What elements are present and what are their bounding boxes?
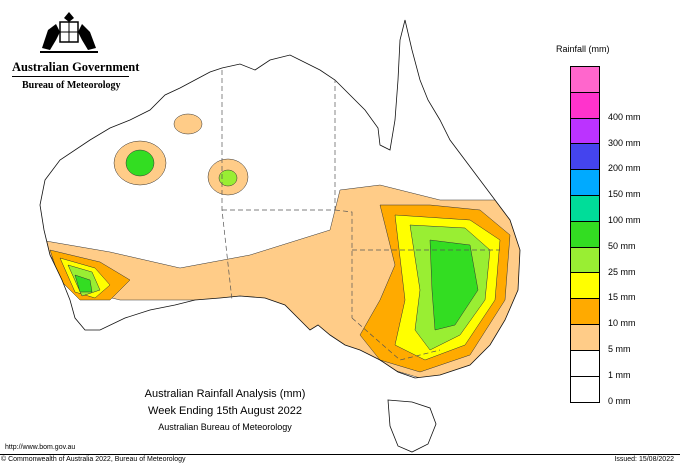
legend-swatch (571, 299, 599, 325)
legend-label: 400 mm (608, 111, 641, 122)
rain-zone-top-end (173, 113, 203, 135)
legend-swatch (571, 170, 599, 196)
legend-label: 100 mm (608, 215, 641, 225)
legend-swatches (570, 66, 600, 404)
legend-swatch (571, 376, 599, 403)
coat-of-arms-logo (40, 12, 98, 53)
legend-swatch (571, 324, 599, 351)
tasmania-coastline (387, 399, 437, 453)
issued-date: Issued: 15/08/2022 (614, 456, 674, 463)
legend-swatch (571, 92, 599, 119)
legend-swatch (571, 118, 599, 145)
legend-label: 200 mm (608, 163, 641, 174)
legend-label: 25 mm (608, 266, 636, 277)
legend-swatch (571, 67, 599, 93)
header-divider (12, 76, 129, 77)
map-source: Australian Bureau of Meteorology (158, 422, 292, 432)
footer-divider (0, 454, 680, 455)
rain-zone-25-50mm (74, 239, 479, 331)
legend-swatch (571, 195, 599, 222)
legend-swatch (571, 144, 599, 171)
map-title: Australian Rainfall Analysis (mm) (144, 388, 306, 400)
rain-zone-kimberley-core (125, 149, 155, 177)
legend-label: 10 mm (608, 318, 636, 329)
bureau-name: Bureau of Meteorology (22, 80, 121, 91)
map-period: Week Ending 15th August 2022 (148, 405, 302, 417)
legend-label: 50 mm (608, 240, 636, 251)
legend-label: 0 mm (608, 395, 631, 406)
rain-zone-nt-core (218, 169, 238, 187)
legend-label: 150 mm (608, 189, 641, 200)
legend-label: 300 mm (608, 137, 641, 148)
legend-title: Rainfall (mm) (556, 44, 610, 54)
government-name: Australian Government (12, 60, 140, 74)
state-borders (221, 70, 500, 361)
legend-swatch (571, 247, 599, 274)
legend-swatch (571, 350, 599, 377)
rain-zone-15-25mm (67, 224, 491, 351)
australia-coastline (39, 19, 521, 379)
legend-label: 15 mm (608, 292, 636, 303)
legend-swatch (571, 221, 599, 248)
legend-label: 5 mm (608, 344, 631, 354)
legend-swatch (571, 273, 599, 300)
legend-label: 1 mm (608, 369, 631, 380)
rain-zone-tasmania (395, 405, 432, 448)
website-link[interactable]: http://www.bom.gov.au (5, 444, 76, 451)
copyright-text: © Commonwealth of Australia 2022, Bureau… (1, 456, 186, 463)
